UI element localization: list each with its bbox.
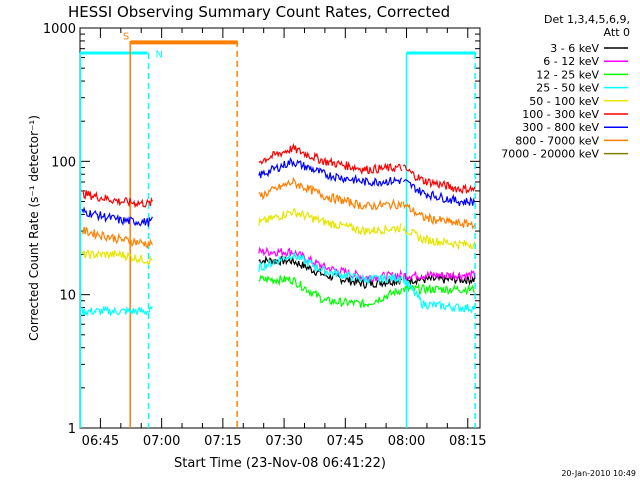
series-path <box>82 226 153 249</box>
legend-entry-label: 300 - 800 keV <box>522 121 599 134</box>
chart-title: HESSI Observing Summary Count Rates, Cor… <box>68 3 450 21</box>
night-label: N <box>156 50 163 61</box>
legend-header-2: Att 0 <box>604 26 630 39</box>
series-path <box>258 156 403 188</box>
series-3 <box>258 274 476 308</box>
plot-frame <box>79 27 481 429</box>
series-8 <box>82 177 476 249</box>
x-tick-label: 07:00 <box>143 434 180 449</box>
x-tick-label: 06:45 <box>82 434 119 449</box>
series-path <box>258 142 403 176</box>
series-4 <box>81 251 476 317</box>
legend-entry-label: 100 - 300 keV <box>522 108 599 121</box>
x-tick-label: 07:45 <box>327 434 364 449</box>
series-path <box>81 249 153 266</box>
series-path <box>402 273 476 287</box>
series-path <box>402 282 476 296</box>
x-tick-label: 08:15 <box>449 434 486 449</box>
series-path <box>258 177 403 211</box>
legend-entry-label: 12 - 25 keV <box>536 68 599 81</box>
x-tick-label: 07:30 <box>265 434 302 449</box>
legend-entry-label: 6 - 12 keV <box>543 55 599 68</box>
series-path <box>402 225 476 251</box>
y-tick-label: 10 <box>59 289 76 304</box>
series-path <box>81 206 153 227</box>
series-path <box>81 305 153 317</box>
legend-entry-label: 800 - 7000 keV <box>515 134 599 147</box>
x-tick-label: 07:15 <box>204 434 241 449</box>
y-axis-ticks: 1 10 100 1000 <box>43 22 480 437</box>
series-path <box>81 190 153 209</box>
legend-entry-label: 50 - 100 keV <box>529 95 599 108</box>
series-path <box>402 276 476 314</box>
plot-area: 1 10 100 1000 06:45 07:00 07:15 07:30 07:45 08:0… <box>43 22 487 449</box>
series-path <box>402 164 476 195</box>
legend-entry-label: 7000 - 20000 keV <box>501 148 599 161</box>
legend-entry-label: 3 - 6 keV <box>550 42 599 55</box>
x-tick-label: 08:00 <box>388 434 425 449</box>
series-path <box>402 201 476 230</box>
legend-header-1: Det 1,3,4,5,6,9, <box>544 13 630 26</box>
timestamp: 20-Jan-2010 10:49 <box>561 469 636 478</box>
series-lines <box>81 142 476 317</box>
series-path <box>402 179 476 207</box>
series-path <box>258 251 403 286</box>
y-tick-label: 1 <box>68 422 76 437</box>
flag-bars: SN <box>79 31 476 428</box>
y-axis-label: Corrected Count Rate (s⁻¹ detector⁻¹) <box>27 115 41 341</box>
x-axis-label: Start Time (23-Nov-08 06:41:22) <box>174 456 386 471</box>
series-2 <box>258 246 476 283</box>
x-axis-ticks: 06:45 07:00 07:15 07:30 07:45 08:00 08:15 <box>79 28 486 449</box>
series-7 <box>81 156 476 227</box>
y-tick-label: 1000 <box>43 22 76 37</box>
series-6 <box>81 142 476 209</box>
y-tick-label: 100 <box>51 155 76 170</box>
series-5 <box>81 207 476 266</box>
saa-label: S <box>123 31 129 42</box>
series-path <box>258 274 403 308</box>
series-path <box>402 269 476 282</box>
series-path <box>258 207 402 236</box>
legend-entry-label: 25 - 50 keV <box>536 82 599 95</box>
